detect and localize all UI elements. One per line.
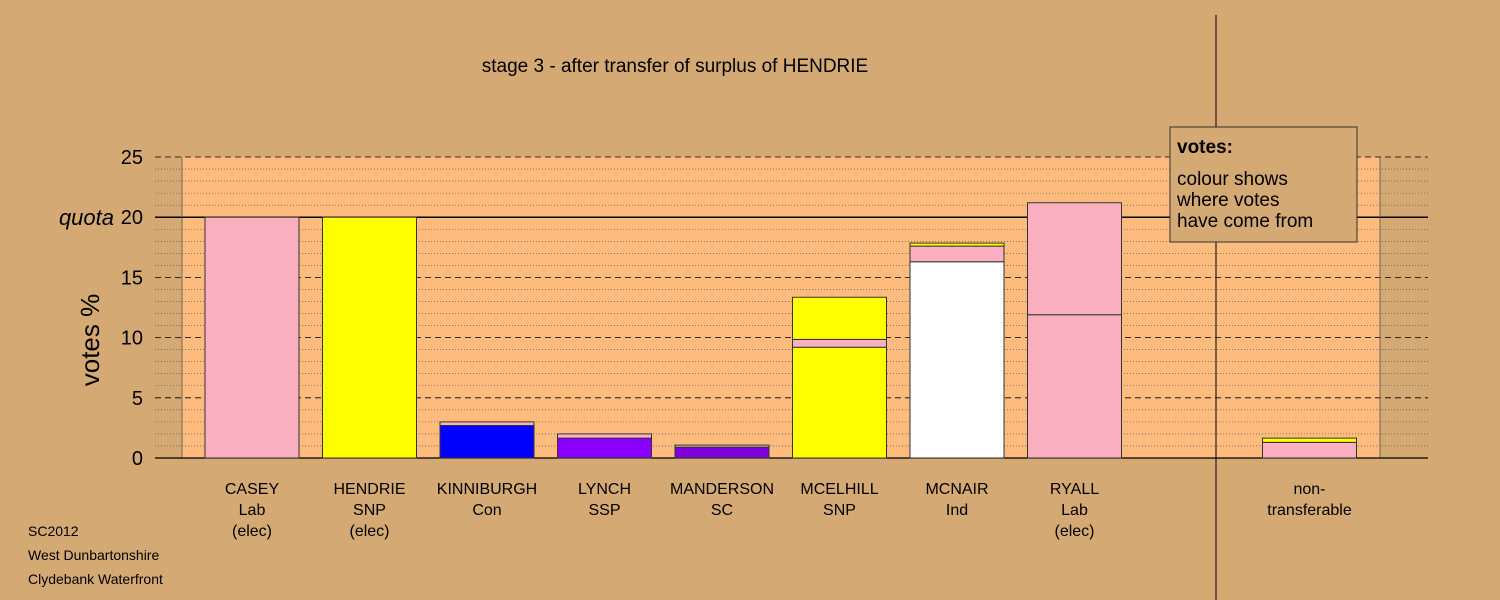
- x-tick-label: CASEY: [225, 481, 280, 498]
- bar-segment: [792, 338, 887, 348]
- bar-segment: [674, 446, 770, 459]
- x-tick-label: transferable: [1267, 502, 1352, 519]
- quota-label: quota: [59, 205, 114, 230]
- x-tick-label: (elec): [232, 523, 272, 540]
- bar-segment: [909, 245, 1005, 263]
- x-tick-label: RYALL: [1050, 481, 1099, 498]
- bar-segment: [1262, 437, 1357, 443]
- x-tick-label: SNP: [823, 502, 856, 519]
- legend-text: colour shows: [1177, 169, 1288, 190]
- x-tick-label: SC: [711, 502, 733, 519]
- x-tick-label: MCELHILL: [800, 481, 878, 498]
- x-tick-label: KINNIBURGH: [437, 481, 537, 498]
- x-tick-label: LYNCH: [578, 481, 631, 498]
- x-tick-label: Lab: [1061, 502, 1088, 519]
- y-tick-label: 0: [132, 448, 143, 470]
- bar-segment: [674, 444, 770, 448]
- bar-segment: [909, 261, 1005, 459]
- footer: Clydebank Waterfront: [28, 571, 163, 587]
- y-axis-label: votes %: [75, 294, 105, 387]
- y-tick-label: 20: [121, 207, 143, 229]
- x-tick-label: Ind: [946, 502, 968, 519]
- bar-segment: [909, 242, 1005, 247]
- legend-text: have come from: [1177, 211, 1313, 232]
- x-tick-label: (elec): [349, 523, 389, 540]
- x-tick-label: (elec): [1054, 523, 1094, 540]
- x-tick-label: non-: [1293, 481, 1325, 498]
- footer: SC2012: [28, 523, 79, 539]
- x-tick-label: SSP: [588, 502, 620, 519]
- bar-segment: [792, 346, 887, 459]
- legend-text: where votes: [1176, 190, 1279, 211]
- chart-title: stage 3 - after transfer of surplus of H…: [482, 56, 869, 77]
- bars: [204, 202, 1357, 459]
- bar-segment: [792, 296, 887, 340]
- y-tick-label: 10: [121, 328, 143, 350]
- bar-segment: [557, 433, 652, 439]
- x-tick-label: MCNAIR: [925, 481, 988, 498]
- y-tick-label: 15: [121, 267, 143, 289]
- labels: 0 5 10 15 20 25 quota CASEY Lab (elec) HENDRIE SNP (…: [59, 147, 1352, 540]
- legend-box: [1169, 126, 1358, 243]
- x-tick-label: MANDERSON: [670, 481, 774, 498]
- footer: West Dunbartonshire: [28, 547, 159, 563]
- legend-title: votes:: [1177, 137, 1233, 158]
- bar-segment: [439, 424, 535, 459]
- bar-segment: [1262, 441, 1357, 459]
- x-tick-label: Con: [472, 502, 501, 519]
- x-tick-label: SNP: [353, 502, 386, 519]
- bar-segment: [1027, 314, 1122, 459]
- y-tick-label: 5: [132, 388, 143, 410]
- bar-segment: [557, 437, 652, 459]
- x-tick-label: HENDRIE: [333, 481, 405, 498]
- bar-segment: [204, 216, 300, 459]
- bar-segment: [1027, 202, 1122, 316]
- bar-segment: [322, 216, 417, 459]
- x-tick-label: Lab: [239, 502, 266, 519]
- y-tick-label: 25: [121, 147, 143, 169]
- bar-segment: [439, 421, 535, 426]
